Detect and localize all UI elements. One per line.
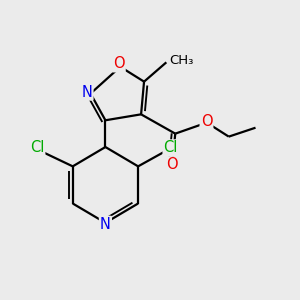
Text: O: O	[167, 158, 178, 172]
Text: O: O	[113, 56, 124, 71]
Text: N: N	[100, 217, 111, 232]
Text: O: O	[201, 114, 212, 129]
Text: Cl: Cl	[30, 140, 44, 155]
Text: N: N	[82, 85, 92, 100]
Text: CH₃: CH₃	[169, 54, 194, 67]
Text: Cl: Cl	[164, 140, 178, 155]
